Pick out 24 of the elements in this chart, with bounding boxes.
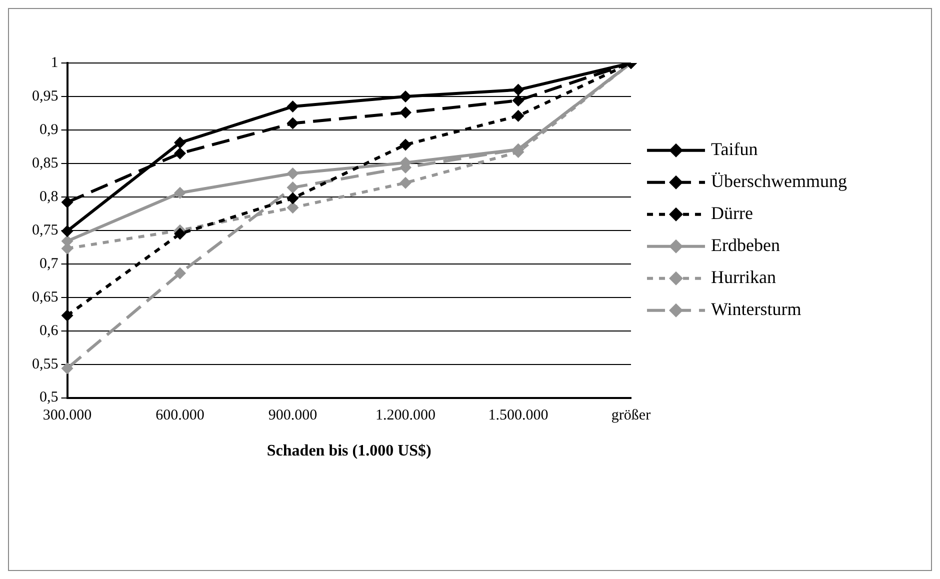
x-axis-title: Schaden bis (1.000 US$) (266, 442, 432, 460)
y-tick-label: 0,95 (32, 88, 58, 104)
legend-label: Dürre (711, 203, 753, 224)
x-tick-label: 600.000 (156, 408, 204, 424)
y-tick-label: 0,6 (40, 322, 59, 339)
legend-label: Wintersturm (711, 299, 802, 320)
x-tick-label: 300.000 (42, 408, 92, 424)
y-tick-label: 0,9 (40, 122, 58, 138)
y-tick-label: 1 (50, 54, 58, 71)
y-tick-label: 0,7 (40, 256, 59, 272)
x-tick-label: 900.000 (268, 408, 318, 424)
y-tick-label: 0,85 (32, 155, 58, 172)
legend-label: Hurrikan (711, 267, 776, 288)
legend-label: Erdbeben (711, 235, 780, 256)
y-tick-label: 0,5 (40, 390, 58, 406)
x-tick-label: größer (611, 408, 651, 424)
y-tick-label: 0,65 (32, 289, 58, 306)
x-tick-label: 1.200.000 (376, 408, 436, 424)
legend-label: Taifun (711, 139, 758, 160)
legend-label: Überschwemmung (711, 171, 847, 192)
y-tick-label: 0,75 (32, 222, 58, 238)
x-tick-label: 1.500.000 (488, 408, 548, 424)
y-tick-label: 0,55 (32, 356, 58, 372)
y-tick-label: 0,8 (40, 188, 58, 205)
